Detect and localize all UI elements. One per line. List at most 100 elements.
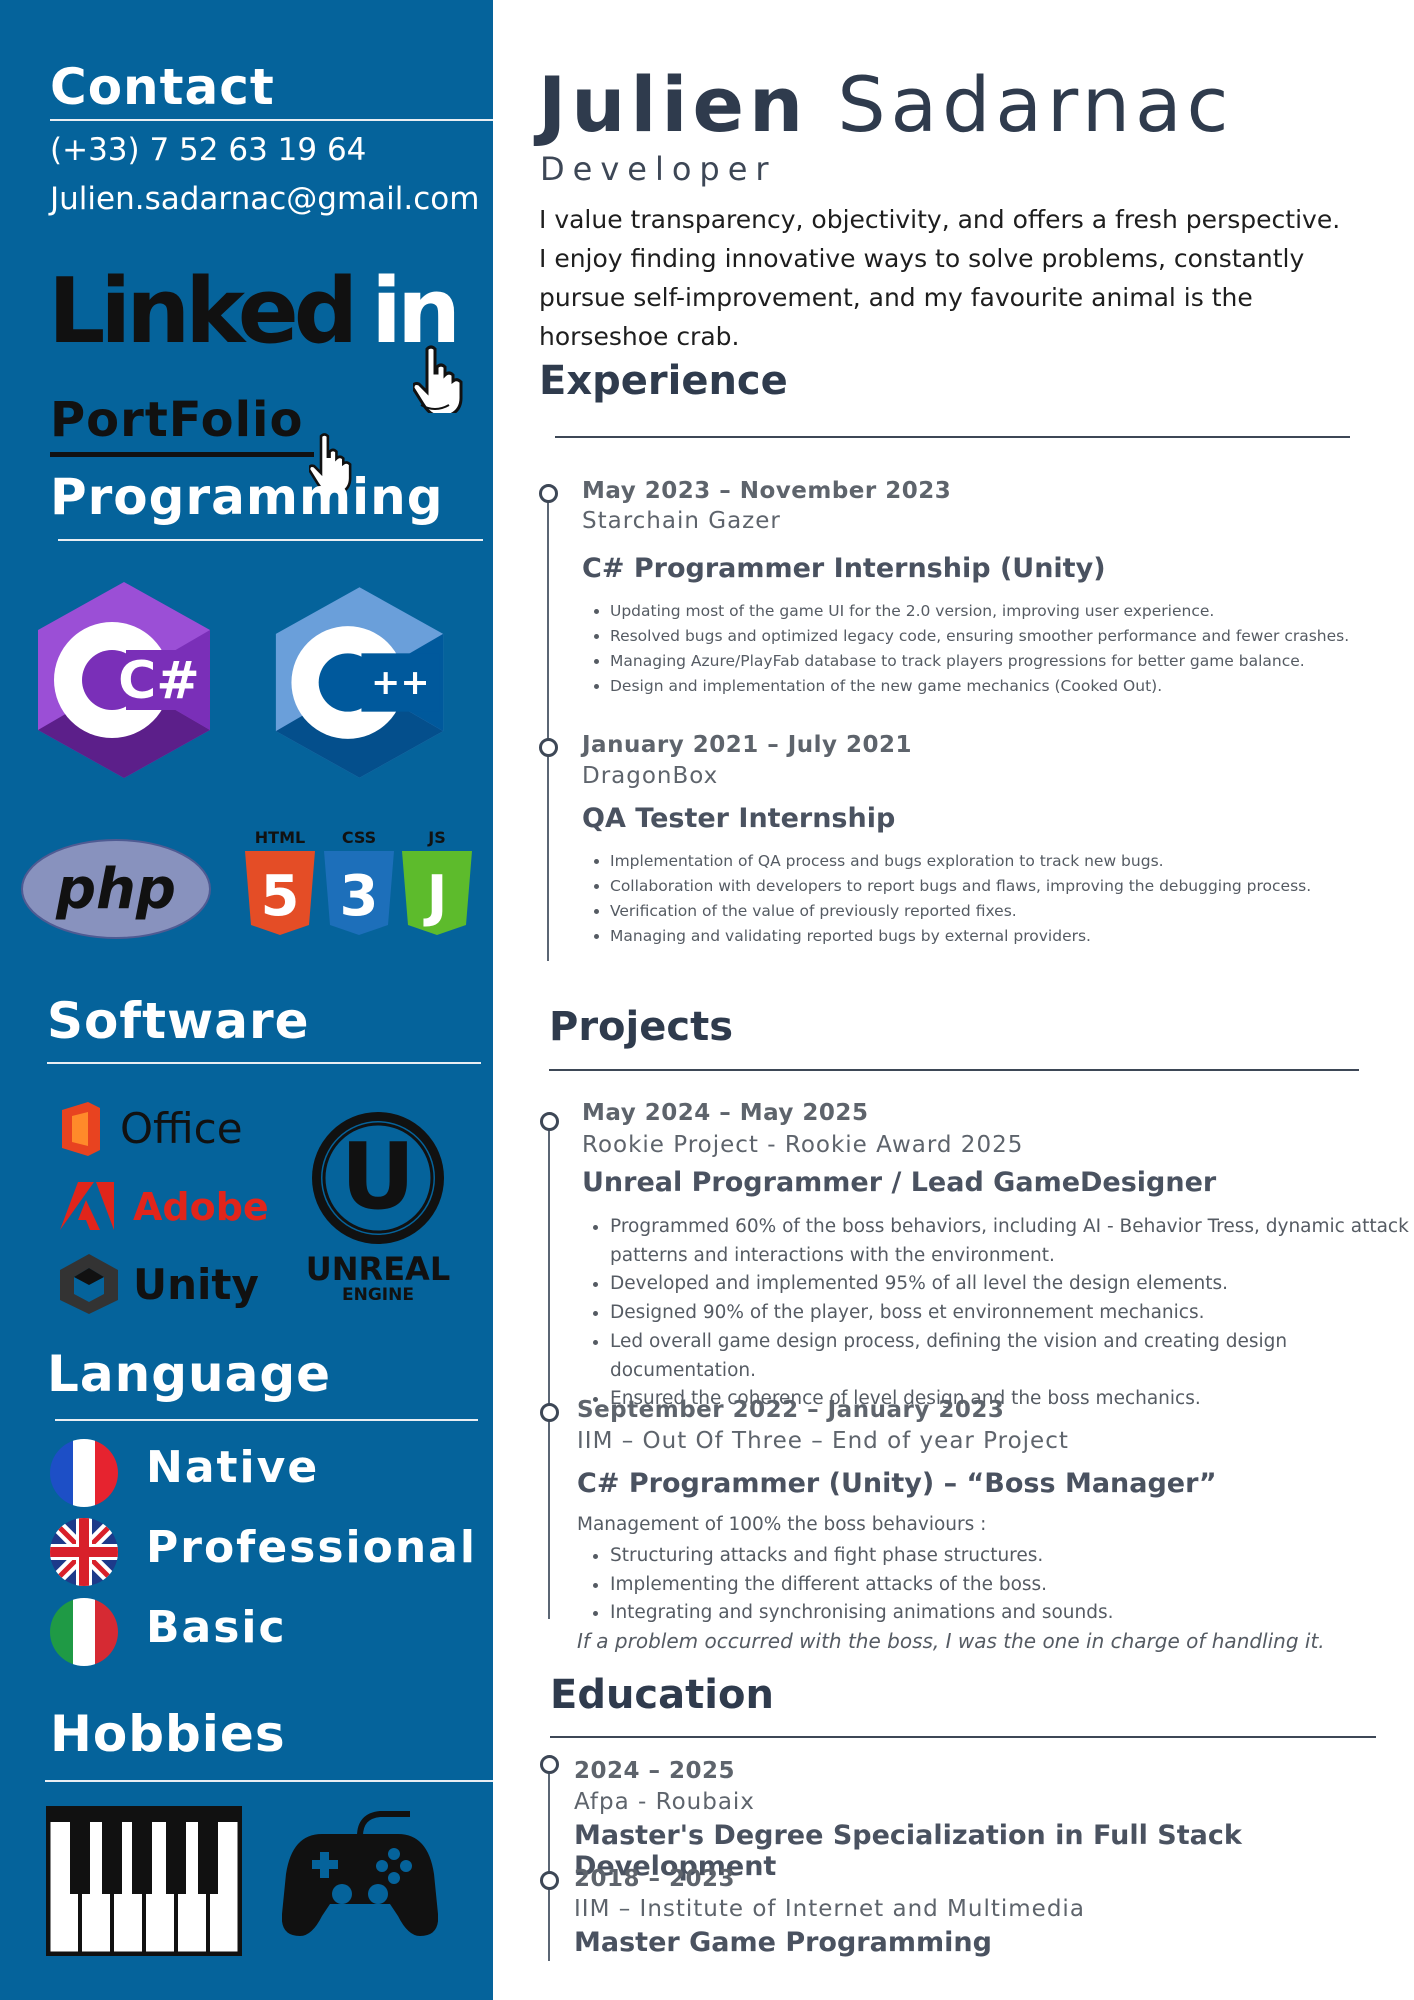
uk-flag-icon [50,1518,118,1586]
education-degree: Master Game Programming [574,1927,992,1958]
language-heading: Language [47,1345,332,1403]
list-item-text: patterns and interactions with the envir… [610,1244,1055,1266]
list-item: Programmed 60% of the boss behaviors, in… [610,1213,1414,1270]
timeline-dot [540,1403,559,1422]
list-item: Implementation of QA process and bugs ex… [610,849,1400,874]
office-label: Office [120,1104,243,1153]
css3-number: 3 [340,864,379,929]
list-item: Developed and implemented 95% of all lev… [610,1270,1414,1299]
list-item-text: Programmed 60% of the boss behaviors, in… [610,1216,1409,1237]
linkedin-text: Linked [48,259,358,364]
about-line: I value transparency, objectivity, and o… [539,205,1341,234]
divider [58,539,483,541]
divider [549,1069,1359,1071]
js-letter: J [423,864,448,929]
timeline-line [548,1756,550,1961]
divider [550,1736,1376,1738]
divider [45,1780,493,1782]
about-line: pursue self-improvement, and my favourit… [539,283,1253,312]
unreal-u-icon: U [341,1123,416,1230]
list-item: Designed 90% of the player, boss et envi… [610,1299,1414,1328]
hobbies-heading: Hobbies [50,1705,286,1763]
linkedin-in: in [371,259,461,364]
timeline-dot [539,484,558,503]
piano-icon [46,1806,242,1956]
portfolio-link[interactable]: PortFolio [50,392,304,448]
experience-role: QA Tester Internship [582,803,896,834]
engine-label: ENGINE [342,1285,414,1305]
divider [55,1419,478,1421]
timeline-line [547,492,549,961]
education-school: Afpa - Roubaix [574,1789,755,1815]
portfolio-underline [50,452,314,457]
project-bullets: Programmed 60% of the boss behaviors, in… [582,1213,1414,1414]
list-item: Collaboration with developers to report … [610,874,1400,899]
project-bullets: Structuring attacks and fight phase stru… [582,1542,1414,1628]
cpp-plus: ++ [371,663,430,703]
projects-heading: Projects [549,1004,734,1050]
csharp-hash: C# [118,651,200,711]
experience-bullets: Updating most of the game UI for the 2.0… [582,599,1400,699]
education-date: 2024 – 2025 [574,1758,736,1784]
software-heading: Software [47,992,310,1050]
last-name: Sadarnac [837,60,1234,149]
timeline-dot [540,1112,559,1131]
divider [47,1062,481,1064]
about-line: horseshoe crab. [539,322,740,351]
html-label: HTML [255,828,305,847]
pointer-hand-icon [413,345,463,413]
full-name: Julien Sadarnac [538,60,1233,149]
unity-icon [60,1254,118,1314]
csharp-logo: C# [38,582,210,778]
unreal-engine-logo: U UNREAL ENGINE [306,1112,450,1305]
list-item: Design and implementation of the new gam… [610,674,1400,699]
list-item: Implementing the different attacks of th… [610,1571,1414,1600]
divider [555,436,1350,438]
linkedin-link[interactable]: Linked in [48,259,461,364]
web-languages-logo: HTML CSS JS 5 3 J [245,828,472,935]
php-logo: php [21,839,211,939]
sidebar [0,0,493,2000]
unity-label: Unity [133,1260,259,1309]
php-text: php [55,857,176,922]
list-item: Resolved bugs and optimized legacy code,… [610,624,1400,649]
html5-number: 5 [261,864,300,929]
phone-number[interactable]: (+33) 7 52 63 19 64 [50,132,367,168]
cpp-logo: ++ [275,587,444,778]
css-label: CSS [342,828,376,847]
education-school: IIM – Institute of Internet and Multimed… [574,1896,1085,1922]
language-professional: Professional [146,1522,477,1573]
list-item: Managing and validating reported bugs by… [610,924,1400,949]
timeline-dot [539,738,558,757]
experience-bullets: Implementation of QA process and bugs ex… [582,849,1400,949]
list-item: Updating most of the game UI for the 2.0… [610,599,1400,624]
experience-heading: Experience [539,358,788,404]
project-date: September 2022 – January 2023 [577,1397,1005,1423]
gamepad-icon [282,1811,438,1936]
divider [50,119,493,121]
job-title: Developer [540,150,777,188]
email-link[interactable]: Julien.sadarnac@gmail.com [50,181,480,217]
list-item: Led overall game design process, definin… [610,1328,1414,1385]
experience-company: DragonBox [582,763,719,789]
office-icon [62,1102,100,1156]
first-name: Julien [538,60,809,149]
project-role: Unreal Programmer / Lead GameDesigner [582,1167,1217,1198]
list-item: Ensured the coherence of level design an… [610,1385,1414,1414]
adobe-icon [60,1182,114,1230]
about-line: I enjoy finding innovative ways to solve… [539,244,1305,273]
list-item: Verification of the value of previously … [610,899,1400,924]
project-role: C# Programmer (Unity) – “Boss Manager” [577,1468,1217,1499]
timeline-dot [540,1871,559,1890]
fr-flag-icon [50,1439,118,1507]
project-note: If a problem occurred with the boss, I w… [577,1629,1325,1653]
about-text: I value transparency, objectivity, and o… [539,200,1389,356]
experience-company: Starchain Gazer [582,508,781,534]
list-item: Managing Azure/PlayFab database to track… [610,649,1400,674]
list-item: Structuring attacks and fight phase stru… [610,1542,1414,1571]
project-date: May 2024 – May 2025 [582,1100,869,1126]
unreal-label: UNREAL [306,1250,450,1288]
language-native: Native [146,1442,320,1493]
experience-role: C# Programmer Internship (Unity) [582,553,1106,584]
contact-heading: Contact [50,58,275,116]
